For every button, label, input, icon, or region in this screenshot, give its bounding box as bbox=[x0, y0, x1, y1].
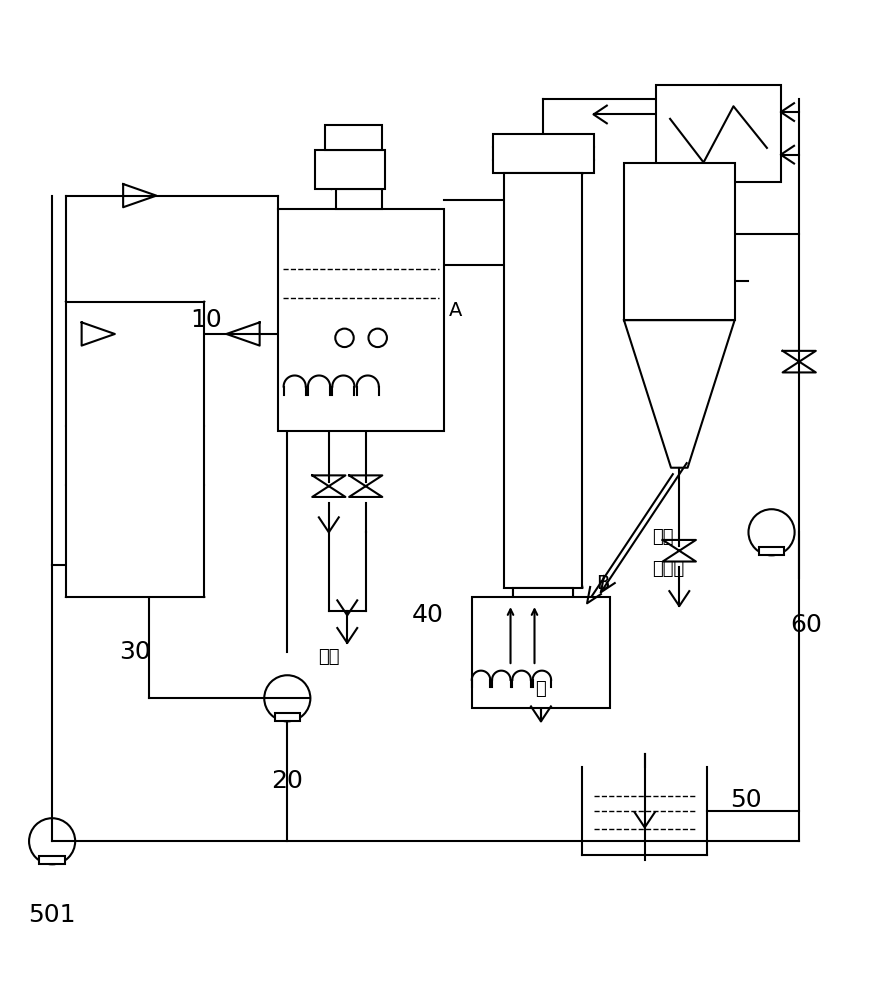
Text: 501: 501 bbox=[28, 903, 76, 927]
Text: 水: 水 bbox=[535, 680, 546, 698]
Bar bbox=[471, 597, 609, 708]
Bar bbox=[513, 588, 572, 620]
Text: 石油醚: 石油醚 bbox=[651, 560, 683, 578]
Text: 50: 50 bbox=[730, 788, 761, 812]
Bar bbox=[493, 134, 593, 173]
Text: 60: 60 bbox=[789, 613, 821, 637]
Text: 30: 30 bbox=[119, 640, 151, 664]
Bar bbox=[503, 173, 582, 588]
Text: 20: 20 bbox=[271, 769, 303, 793]
Bar bbox=[314, 150, 385, 189]
Bar bbox=[274, 713, 299, 721]
Bar bbox=[335, 189, 382, 209]
Text: 10: 10 bbox=[191, 308, 222, 332]
Bar bbox=[324, 125, 381, 150]
Bar bbox=[656, 85, 780, 182]
Bar bbox=[623, 163, 734, 320]
Bar bbox=[758, 547, 783, 555]
Text: B: B bbox=[595, 574, 609, 593]
Text: A: A bbox=[448, 301, 462, 320]
Bar bbox=[40, 856, 65, 864]
Text: 甲醇: 甲醇 bbox=[651, 528, 673, 546]
Bar bbox=[277, 209, 443, 431]
Text: 甘油: 甘油 bbox=[318, 648, 339, 666]
Bar bbox=[66, 302, 204, 597]
Text: 40: 40 bbox=[412, 603, 443, 627]
